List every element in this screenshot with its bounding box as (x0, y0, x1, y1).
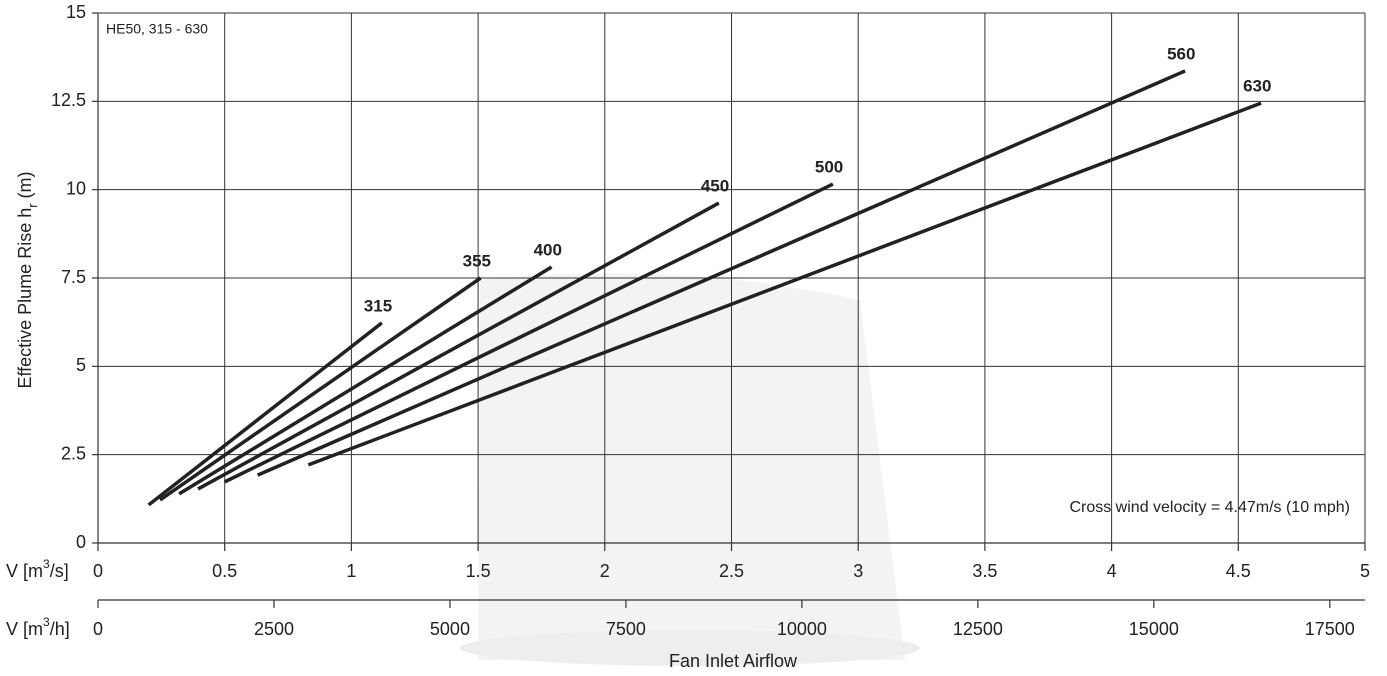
x-label-prefix: V [m (6, 561, 43, 581)
x-tick-label: 0 (93, 561, 103, 581)
series-line (223, 182, 834, 484)
annotation: HE50, 315 - 630 (106, 21, 208, 37)
y-tick-label: 0 (76, 532, 86, 552)
series-label: 315 (364, 296, 392, 315)
series-label: 560 (1167, 44, 1195, 63)
background-shape (460, 630, 920, 666)
x-label-suffix: /s] (50, 561, 69, 581)
series-line (197, 201, 720, 491)
x-axis-label: V [m3/s] (6, 557, 69, 581)
x2-label-suffix: /h] (50, 619, 70, 639)
x-title: Fan Inlet Airflow (669, 651, 798, 671)
series-line (159, 276, 482, 502)
x-tick-label: 5 (1360, 561, 1370, 581)
series-label: 450 (701, 177, 729, 196)
background-shape (478, 273, 905, 660)
x2-tick-label: 7500 (606, 619, 646, 639)
series-line (147, 321, 383, 507)
x2-tick-label: 10000 (777, 619, 827, 639)
x2-tick-label: 17500 (1305, 619, 1355, 639)
x2-label-prefix: V [m (6, 619, 43, 639)
x-tick-label: 2.5 (719, 561, 744, 581)
y-label-text: Effective Plume Rise h (15, 208, 35, 389)
x-tick-label: 4 (1107, 561, 1117, 581)
note: Cross wind velocity = 4.47m/s (10 mph) (1069, 499, 1350, 516)
x2-label-sup: 3 (43, 615, 50, 629)
series-label: 500 (815, 157, 843, 176)
x-tick-label: 1 (346, 561, 356, 581)
x-tick-label: 1.5 (466, 561, 491, 581)
y-label-suffix: (m) (15, 171, 35, 203)
x2-tick-label: 12500 (953, 619, 1003, 639)
series-line (307, 101, 1262, 467)
y-tick-label: 5 (76, 355, 86, 375)
x-tick-label: 3 (853, 561, 863, 581)
series-line (256, 69, 1186, 477)
y-axis-label: Effective Plume Rise hr (m) (15, 171, 40, 388)
series-label: 355 (463, 251, 491, 270)
x2-tick-label: 15000 (1129, 619, 1179, 639)
x2-tick-label: 0 (93, 619, 103, 639)
series-label: 630 (1243, 77, 1271, 96)
x-tick-label: 4.5 (1226, 561, 1251, 581)
y-tick-label: 12.5 (51, 90, 86, 110)
x2-tick-label: 5000 (430, 619, 470, 639)
x-tick-label: 0.5 (212, 561, 237, 581)
series-line (178, 265, 553, 496)
y-label-sub: r (25, 203, 40, 208)
y-tick-label: 15 (66, 2, 86, 22)
x2-tick-label: 2500 (254, 619, 294, 639)
x-tick-label: 2 (600, 561, 610, 581)
x-label-sup: 3 (43, 557, 50, 571)
x2-axis-label: V [m3/h] (6, 615, 70, 639)
x-tick-label: 3.5 (972, 561, 997, 581)
y-tick-label: 10 (66, 178, 86, 198)
series-label: 400 (534, 241, 562, 260)
y-tick-label: 7.5 (61, 267, 86, 287)
y-tick-label: 2.5 (61, 443, 86, 463)
